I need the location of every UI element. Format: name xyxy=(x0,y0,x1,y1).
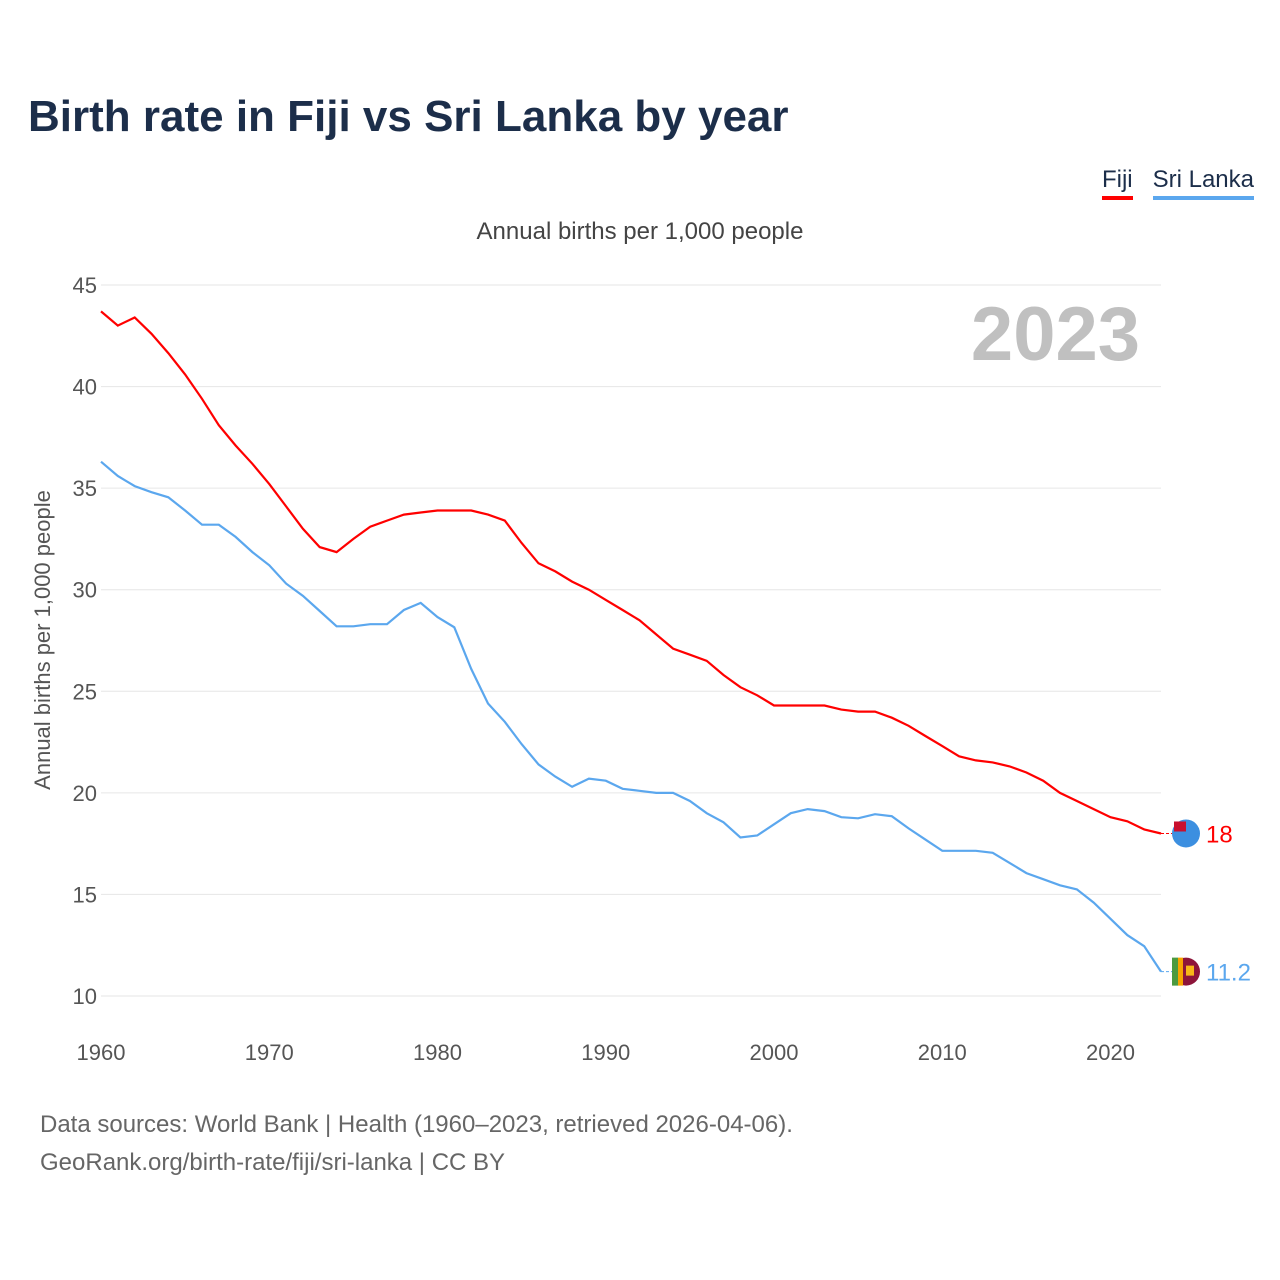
chart-title: Birth rate in Fiji vs Sri Lanka by year xyxy=(28,92,789,141)
y-tick-label: 25 xyxy=(73,679,97,704)
legend: Fiji Sri Lanka xyxy=(1101,166,1254,200)
y-tick-label: 45 xyxy=(73,273,97,298)
y-axis-label: Annual births per 1,000 people xyxy=(30,490,55,790)
x-tick-label: 1970 xyxy=(245,1040,294,1065)
year-label: 2023 xyxy=(971,292,1140,377)
x-tick-label: 1980 xyxy=(413,1040,462,1065)
x-tick-label: 2020 xyxy=(1086,1040,1135,1065)
x-tick-label: 1960 xyxy=(77,1040,126,1065)
x-tick-label: 2010 xyxy=(918,1040,967,1065)
flag-stripe-orange xyxy=(1178,957,1183,986)
y-tick-label: 20 xyxy=(73,781,97,806)
y-tick-label: 40 xyxy=(73,375,97,400)
footer: Data sources: World Bank | Health (1960–… xyxy=(40,1106,793,1182)
series-line-fiji xyxy=(100,310,1162,835)
y-tick-label: 15 xyxy=(73,882,97,907)
source-text: Data sources: World Bank | Health (1960–… xyxy=(40,1111,793,1138)
fiji-flag-canton xyxy=(1174,821,1186,832)
y-tick-label: 35 xyxy=(73,476,97,501)
legend-sri-lanka[interactable]: Sri Lanka xyxy=(1152,166,1254,200)
y-tick-label: 30 xyxy=(73,578,97,603)
legend-fiji[interactable]: Fiji xyxy=(1101,166,1133,200)
end-value-label: 11.2 xyxy=(1206,960,1251,987)
series-line-sri-lanka xyxy=(100,460,1162,973)
url-text: GeoRank.org/birth-rate/fiji/sri-lanka | … xyxy=(40,1149,506,1176)
flag-stripe-green xyxy=(1172,957,1178,986)
end-value-label: 18 xyxy=(1206,821,1233,848)
x-tick-label: 2000 xyxy=(750,1040,799,1065)
y-tick-label: 10 xyxy=(73,984,97,1009)
chart-subtitle: Annual births per 1,000 people xyxy=(476,218,804,245)
flag-lion xyxy=(1186,965,1194,976)
x-tick-label: 1990 xyxy=(581,1040,630,1065)
